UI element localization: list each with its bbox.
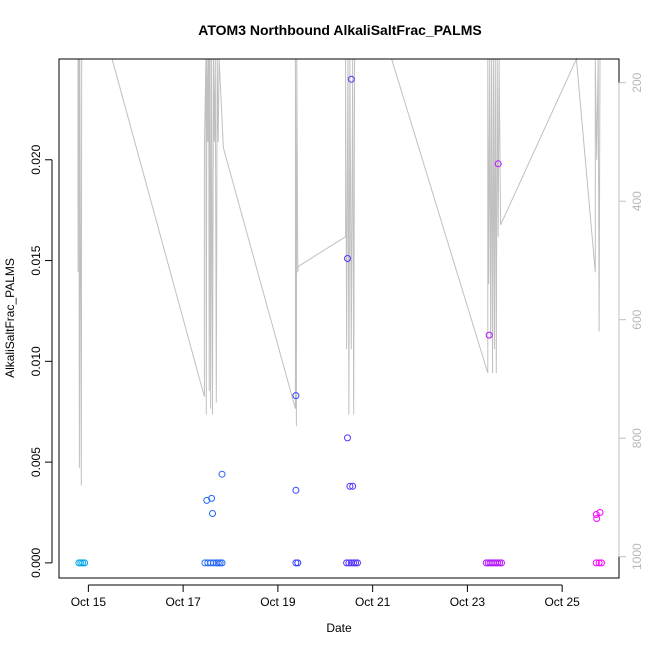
data-point xyxy=(595,559,603,567)
data-point xyxy=(216,559,224,567)
data-point xyxy=(598,559,605,567)
data-point xyxy=(596,509,604,516)
data-point xyxy=(592,559,600,567)
data-point xyxy=(349,482,357,490)
data-point xyxy=(592,511,600,518)
x-tick-label: Oct 15 xyxy=(71,595,107,609)
x-tick-label: Oct 25 xyxy=(544,595,580,609)
data-point xyxy=(352,559,360,567)
data-point xyxy=(496,559,504,567)
data-point xyxy=(346,482,354,490)
data-point xyxy=(209,510,216,517)
y2-tick-label: 200 xyxy=(630,72,644,92)
data-point xyxy=(593,515,601,522)
data-point xyxy=(77,559,85,567)
y-axis-label: AlkaliSaltFrac_PALMS xyxy=(3,258,17,378)
data-point xyxy=(218,470,226,478)
data-point xyxy=(292,392,300,400)
chart-title: ATOM3 Northbound AlkaliSaltFrac_PALMS xyxy=(198,22,481,38)
x-tick-label: Oct 21 xyxy=(355,595,391,609)
points-layer xyxy=(75,75,605,567)
secondary-line-layer xyxy=(77,57,601,486)
y-tick-label: 0.020 xyxy=(29,144,43,174)
y-tick-label: 0.005 xyxy=(29,447,43,477)
data-point xyxy=(494,559,502,567)
data-point xyxy=(79,559,87,567)
x-tick-label: Oct 19 xyxy=(260,595,296,609)
y-tick-label: 0.015 xyxy=(29,245,43,275)
y-axis: 0.000 0.005 0.010 0.015 0.020 xyxy=(29,144,53,578)
y-tick-label: 0.010 xyxy=(29,346,43,376)
data-point xyxy=(485,331,493,339)
data-point xyxy=(350,559,358,567)
y2-tick-label: 600 xyxy=(630,309,644,329)
y2-tick-label: 1000 xyxy=(630,543,644,570)
y-tick-label: 0.000 xyxy=(29,548,43,578)
data-point xyxy=(214,559,222,567)
data-point xyxy=(294,559,302,567)
data-point xyxy=(81,559,89,567)
y2-tick-label: 400 xyxy=(630,191,644,211)
data-point xyxy=(344,434,351,442)
x-axis: Oct 15 Oct 17 Oct 19 Oct 21 Oct 23 Oct 25 xyxy=(71,584,580,609)
data-point xyxy=(292,486,300,494)
y2-tick-label: 800 xyxy=(630,428,644,448)
data-point xyxy=(292,559,300,567)
data-point xyxy=(354,559,361,567)
x-axis-label: Date xyxy=(326,621,352,635)
y2-axis: 200 400 600 800 1000 xyxy=(618,72,644,570)
data-point xyxy=(498,559,505,567)
data-point xyxy=(347,75,355,83)
data-point xyxy=(210,559,217,567)
secondary-series-line xyxy=(77,57,601,486)
data-point xyxy=(344,255,351,262)
data-point xyxy=(208,494,216,502)
data-point xyxy=(343,559,351,567)
x-tick-label: Oct 23 xyxy=(450,595,486,609)
plot-frame xyxy=(58,58,620,579)
data-point xyxy=(494,160,502,168)
data-point xyxy=(345,559,353,567)
x-tick-label: Oct 17 xyxy=(165,595,201,609)
data-point xyxy=(218,559,226,567)
